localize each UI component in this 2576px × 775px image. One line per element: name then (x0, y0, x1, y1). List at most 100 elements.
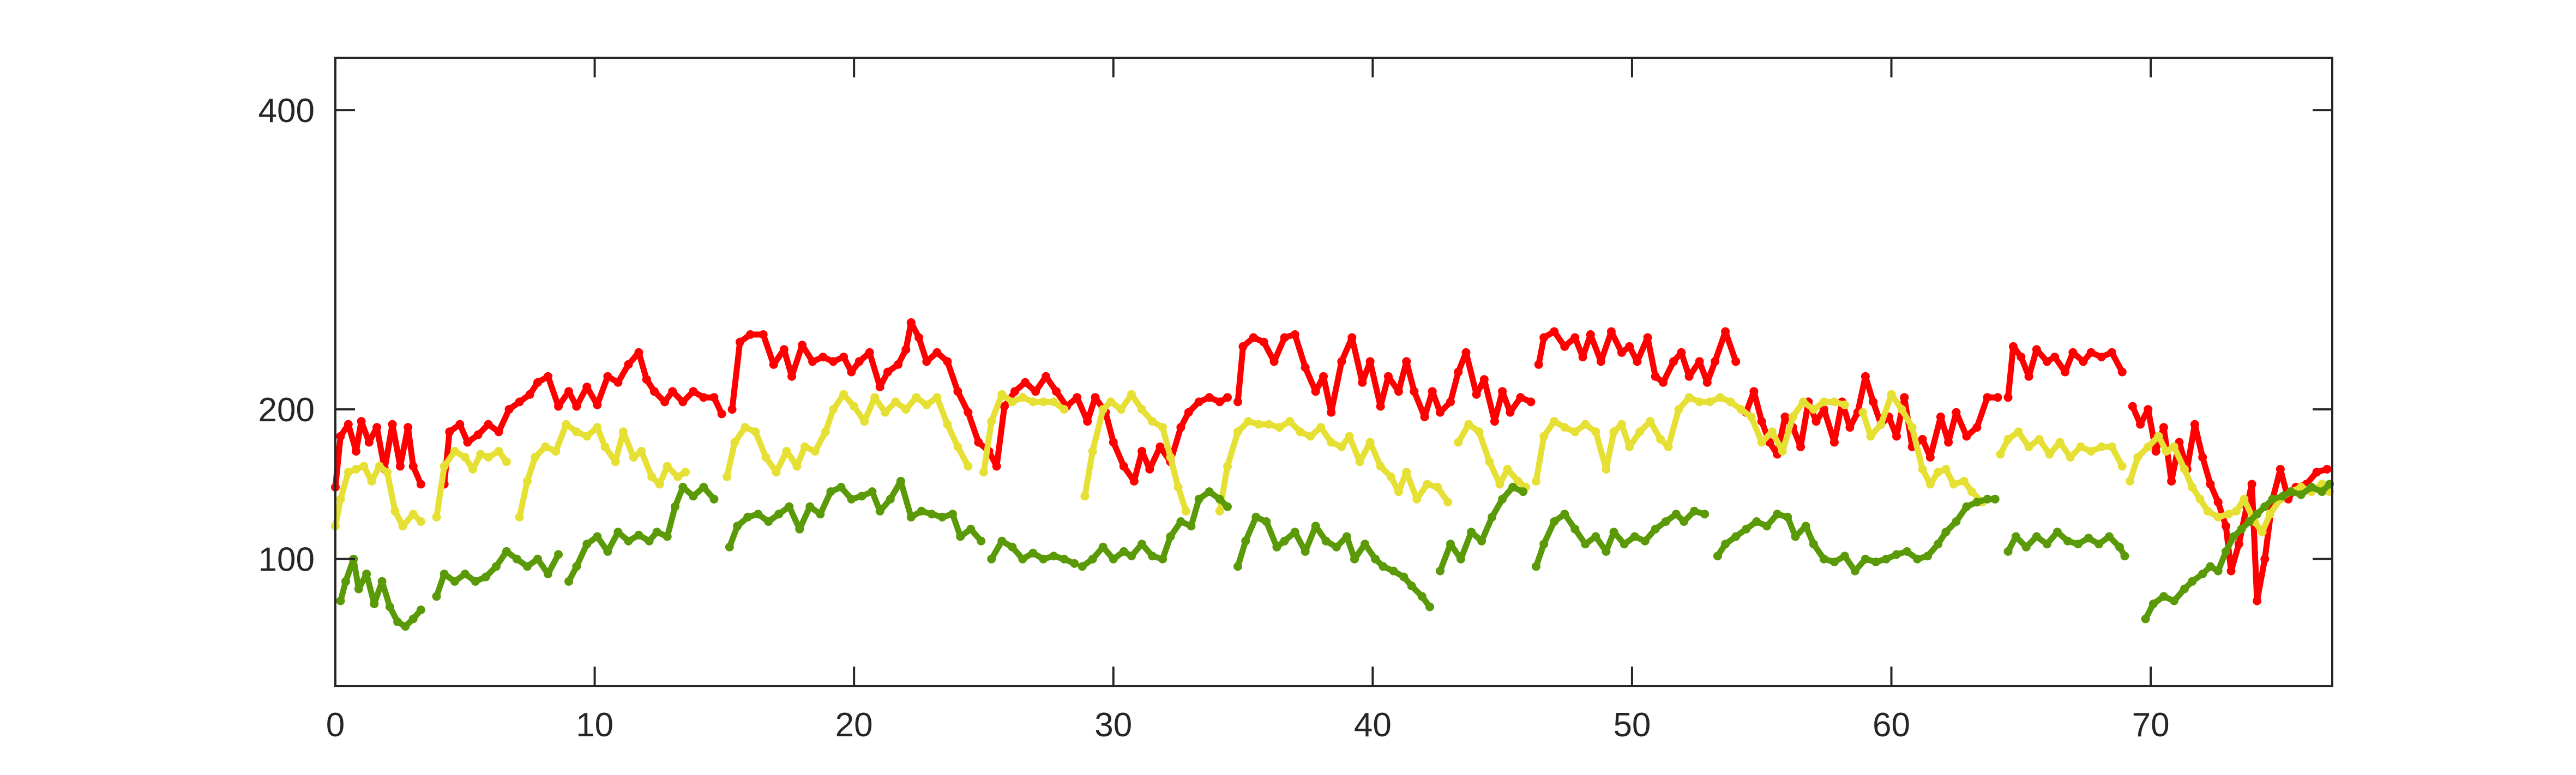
series-2-point-7-16 (1365, 438, 1375, 447)
series-2-point-3-10 (600, 442, 610, 451)
series-2-point-5-6 (1028, 397, 1038, 407)
series-1-point-2-15 (572, 402, 581, 411)
series-2-point-10-1 (1858, 408, 1868, 417)
x-tick-label-60: 60 (1873, 706, 1910, 744)
series-2-point-7-5 (1254, 420, 1263, 429)
series-3-point-10-15 (1850, 566, 1859, 576)
series-3-point-3-3 (582, 540, 592, 549)
series-3-point-11-7 (2063, 536, 2072, 546)
series-2-point-5-8 (1049, 397, 1058, 407)
series-1-point-4-1 (1233, 397, 1242, 407)
series-1-point-4-6 (1280, 333, 1289, 342)
series-3-point-7-11 (1332, 542, 1341, 552)
series-1-point-4-20 (1410, 387, 1419, 396)
series-3-point-5-9 (1070, 559, 1079, 568)
series-2-point-9-27 (1788, 412, 1797, 421)
series-1-point-2-26 (678, 397, 688, 407)
series-1-point-1-5 (357, 417, 366, 426)
series-1-point-3-33 (1031, 387, 1040, 396)
series-1-point-3-37 (1073, 393, 1082, 402)
series-2-point-9-18 (1695, 397, 1704, 407)
series-3-point-10-1 (1713, 552, 1722, 561)
series-3-point-10-11 (1809, 540, 1818, 549)
series-2-point-4-23 (943, 420, 952, 429)
series-1-point-2-14 (564, 387, 573, 396)
series-2-point-7-1 (1215, 506, 1224, 516)
series-1-point-5-4 (1560, 342, 1569, 351)
series-3-point-11-4 (2032, 532, 2041, 541)
series-2-point-3-8 (582, 432, 592, 441)
series-2-point-9-21 (1726, 397, 1735, 407)
series-2-point-7-14 (1345, 432, 1354, 441)
series-3-segment-3 (565, 484, 717, 585)
series-2-point-4-2 (730, 438, 739, 447)
series-2-point-9-23 (1747, 412, 1756, 421)
series-2-point-9-17 (1684, 393, 1694, 402)
series-1-point-7-10 (2079, 357, 2088, 366)
series-1-point-5-13 (1643, 333, 1652, 342)
series-1-point-6-30 (1983, 393, 1992, 402)
series-3-point-7-20 (1417, 592, 1427, 601)
series-2-point-7-20 (1402, 468, 1411, 477)
series-1-point-5-6 (1578, 353, 1587, 361)
series-2-point-3-1 (515, 512, 524, 522)
series-1-point-3-45 (1145, 464, 1154, 474)
series-3-point-1-2 (341, 577, 350, 586)
series-3-point-6-13 (1194, 494, 1203, 504)
series-2-point-1-5 (359, 462, 369, 471)
series-1-point-8-11 (2206, 480, 2215, 489)
series-1-point-6-8 (1796, 442, 1805, 451)
series-3-point-1-1 (336, 596, 345, 606)
series-3-point-12-13 (2244, 517, 2254, 526)
series-1-point-8-19 (2260, 554, 2270, 564)
series-2-point-3-19 (681, 468, 690, 477)
series-2-point-12-6 (2169, 442, 2178, 451)
series-3-point-10-26 (1962, 502, 1971, 511)
series-2-point-6-10 (1166, 453, 1175, 462)
series-1-point-3-5 (769, 360, 778, 369)
series-3-point-9-7 (1591, 532, 1600, 541)
series-1-point-7-4 (2024, 372, 2033, 381)
series-2-point-4-12 (829, 405, 838, 414)
series-1-point-8-15 (2234, 540, 2243, 549)
series-3-point-2-10 (522, 562, 532, 571)
series-2-point-10-11 (1949, 480, 1958, 489)
series-1-point-4-3 (1249, 333, 1258, 342)
axes-layer: 0 10 20 30 40 50 60 70 100 200 400 (258, 57, 2333, 744)
series-3-point-12-11 (2229, 532, 2238, 541)
series-3-point-7-10 (1321, 536, 1331, 546)
series-2-point-4-6 (772, 468, 781, 477)
series-2-point-9-22 (1736, 405, 1746, 414)
series-1-point-1-10 (395, 462, 405, 471)
series-1-point-2-10 (525, 390, 534, 399)
series-1-point-3-50 (1194, 397, 1203, 407)
series-3-point-1-9 (393, 617, 402, 626)
series-3-point-2-5 (471, 577, 480, 586)
series-3-point-6-1 (1078, 562, 1087, 571)
series-1-point-6-20 (1892, 432, 1901, 441)
series-3-point-10-10 (1801, 522, 1810, 531)
series-3-point-2-2 (440, 570, 449, 579)
series-3-point-6-7 (1137, 540, 1147, 549)
series-2-point-2-9 (502, 457, 511, 467)
series-3-point-10-8 (1783, 512, 1792, 522)
series-1-point-1-3 (344, 420, 353, 429)
series-1-point-8-13 (2222, 522, 2230, 531)
series-3-point-12-3 (2159, 592, 2168, 601)
series-2-point-11-5 (2035, 435, 2044, 444)
series-1-point-4-12 (1337, 357, 1346, 366)
series-1-point-5-18 (1684, 372, 1694, 381)
series-2-point-12-10 (2203, 506, 2212, 516)
y-tick-label-100: 100 (258, 541, 315, 579)
series-2-point-10-2 (1866, 432, 1875, 441)
series-3-point-7-13 (1350, 554, 1359, 564)
series-1-point-8-2 (2136, 420, 2145, 429)
series-3-point-6-6 (1127, 552, 1136, 561)
series-1-point-6-23 (1918, 435, 1927, 444)
series-3-point-6-5 (1119, 547, 1128, 556)
series-1-point-3-4 (759, 330, 768, 339)
series-1-point-5-23 (1731, 357, 1741, 366)
series-3-point-4-19 (906, 512, 916, 522)
series-2-point-2-4 (460, 453, 470, 462)
series-1-point-2-23 (650, 387, 659, 396)
